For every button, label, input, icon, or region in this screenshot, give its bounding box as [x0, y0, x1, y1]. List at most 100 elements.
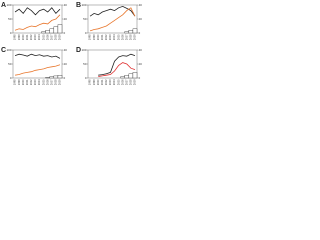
x-tick-label: 2004: [113, 34, 116, 40]
line: [89, 5, 136, 17]
x-tick-label: 1998: [89, 34, 92, 40]
bar: [132, 28, 138, 34]
line: [98, 53, 136, 76]
x-tick-label: 2008: [130, 34, 133, 40]
x-tick-label: 2005: [42, 79, 45, 85]
x-tick-label: 2009: [59, 79, 62, 85]
x-tick-label: 2001: [26, 34, 29, 40]
bar: [124, 31, 130, 34]
y2-tick-label: 0: [139, 76, 141, 80]
x-tick-label: 1999: [18, 79, 21, 85]
line: [98, 62, 136, 77]
x-tick-label: 2003: [34, 79, 37, 85]
x-tick-label: 2000: [97, 34, 100, 40]
y-tick-label: 0: [10, 31, 12, 35]
x-tick-label: 2009: [134, 79, 137, 85]
y2-tick-label: 20: [139, 62, 143, 66]
y2-tick-label: 0: [139, 31, 141, 35]
x-tick-label: 2005: [117, 34, 120, 40]
bar: [57, 24, 63, 34]
plot-frame: [87, 4, 138, 34]
y-tick-label: 50: [83, 62, 87, 66]
y-tick-label: 100: [81, 3, 86, 7]
y2-tick-label: 40: [139, 48, 143, 52]
x-tick-label: 2008: [55, 34, 58, 40]
line: [89, 7, 136, 32]
x-tick-label: 2009: [59, 34, 62, 40]
line: [14, 7, 61, 16]
x-tick-label: 2007: [50, 79, 53, 85]
y-tick-label: 50: [8, 17, 12, 21]
x-tick-label: 2001: [101, 34, 104, 40]
x-tick-label: 1998: [14, 79, 17, 85]
x-tick-label: 2007: [50, 34, 53, 40]
x-tick-label: 2003: [109, 34, 112, 40]
x-tick-label: 2008: [130, 79, 133, 85]
page: A 0 50 100 0 20 40 1998 1999 2000 2001 2002 2003 2004…: [0, 0, 320, 90]
y2-tick-label: 0: [64, 76, 66, 80]
x-tick-label: 2005: [117, 79, 120, 85]
x-tick-label: 2007: [125, 34, 128, 40]
y2-tick-label: 40: [64, 3, 68, 7]
y-tick-label: 0: [85, 31, 87, 35]
y-tick-label: 100: [6, 3, 11, 7]
line: [14, 14, 61, 31]
bar: [128, 73, 134, 79]
x-tick-label: 2008: [55, 79, 58, 85]
line: [14, 53, 61, 59]
x-tick-label: 2002: [105, 34, 108, 40]
x-tick-label: 2004: [38, 34, 41, 40]
x-tick-label: 2000: [97, 79, 100, 85]
bar: [132, 72, 138, 79]
bar: [45, 77, 50, 79]
bar: [120, 76, 125, 79]
bar: [41, 31, 46, 34]
y2-tick-label: 20: [139, 17, 143, 21]
y2-tick-label: 20: [64, 62, 68, 66]
y2-tick-label: 0: [64, 31, 66, 35]
y-tick-label: 100: [6, 48, 11, 52]
x-tick-label: 2003: [34, 34, 37, 40]
x-tick-label: 2006: [121, 79, 124, 85]
x-tick-label: 2006: [121, 34, 124, 40]
x-tick-label: 1999: [18, 34, 21, 40]
panel-label: D: [76, 47, 81, 54]
x-tick-label: 2006: [46, 34, 49, 40]
x-tick-label: 2000: [22, 34, 25, 40]
y-tick-label: 0: [85, 76, 87, 80]
line: [14, 64, 61, 76]
bar: [53, 75, 59, 79]
panel-label: A: [1, 2, 6, 9]
bar: [49, 28, 55, 34]
bar: [128, 30, 134, 34]
x-tick-label: 2000: [22, 79, 25, 85]
x-tick-label: 2003: [109, 79, 112, 85]
x-tick-label: 2002: [105, 79, 108, 85]
y-tick-label: 0: [10, 76, 12, 80]
panel-label: B: [76, 2, 81, 9]
x-tick-label: 1999: [93, 79, 96, 85]
bar: [124, 74, 130, 79]
x-tick-label: 2004: [38, 79, 41, 85]
bar: [53, 26, 59, 34]
y2-tick-label: 40: [139, 3, 143, 7]
x-tick-label: 2004: [113, 79, 116, 85]
x-tick-label: 1998: [14, 34, 17, 40]
x-tick-label: 1998: [89, 79, 92, 85]
bar: [49, 76, 55, 79]
panel-label: C: [1, 47, 6, 54]
y2-tick-label: 20: [64, 17, 68, 21]
x-tick-label: 2005: [42, 34, 45, 40]
x-tick-label: 2006: [46, 79, 49, 85]
bar: [57, 74, 63, 79]
x-tick-label: 1999: [93, 34, 96, 40]
x-tick-label: 2009: [134, 34, 137, 40]
y-tick-label: 50: [83, 17, 87, 21]
x-tick-label: 2002: [30, 79, 33, 85]
y-tick-label: 50: [8, 62, 12, 66]
y2-tick-label: 40: [64, 48, 68, 52]
x-tick-label: 2001: [26, 79, 29, 85]
x-tick-label: 2001: [101, 79, 104, 85]
y-tick-label: 100: [81, 48, 86, 52]
